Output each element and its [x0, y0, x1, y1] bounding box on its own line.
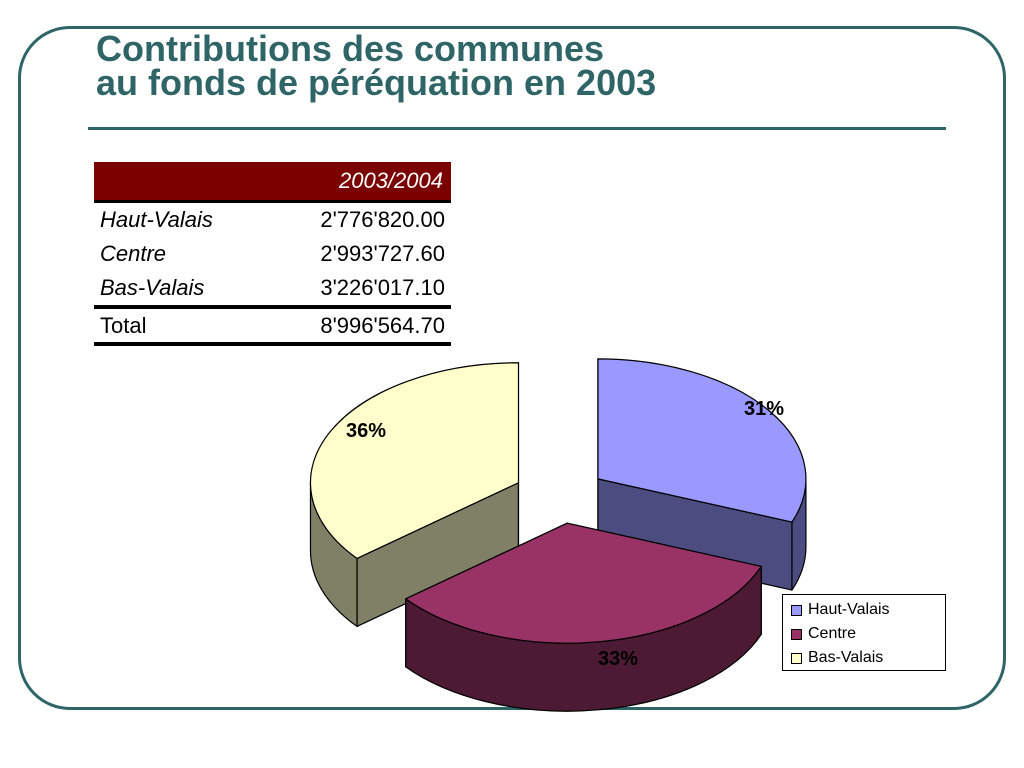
row-label: Bas-Valais — [100, 275, 205, 300]
legend-item: Haut-Valais — [791, 598, 945, 622]
row-label: Haut-Valais — [100, 207, 213, 232]
legend-label: Haut-Valais — [808, 601, 890, 618]
slide-title: Contributions des communes au fonds de p… — [96, 28, 657, 103]
legend-label: Centre — [808, 625, 857, 642]
legend-swatch — [791, 652, 802, 664]
slide-frame — [18, 26, 1006, 710]
total-label: Total — [94, 305, 265, 346]
pie-slice-bas-valais — [309, 362, 520, 560]
table-row: Centre 2'993'727.60 — [94, 237, 451, 271]
pie-label-centre: 33% — [598, 648, 639, 670]
legend-label: Bas-Valais — [808, 649, 884, 666]
row-value: 3'226'017.10 — [320, 275, 445, 300]
pie-label-haut-valais: 31% — [744, 398, 785, 420]
total-value: 8'996'564.70 — [264, 305, 451, 346]
contributions-table: 2003/2004 Haut-Valais 2'776'820.00 Centr… — [94, 162, 451, 346]
pie-label-bas-valais: 36% — [346, 420, 387, 442]
row-value: 2'776'820.00 — [320, 207, 445, 232]
legend-item: Centre — [791, 622, 945, 646]
legend-swatch — [791, 604, 802, 616]
title-underline — [88, 127, 946, 130]
row-value: 2'993'727.60 — [320, 241, 445, 266]
table-row: Haut-Valais 2'776'820.00 — [94, 202, 451, 238]
table-header-year: 2003/2004 — [94, 162, 451, 203]
row-label: Centre — [100, 241, 167, 266]
title-line-1: Contributions des communes — [96, 28, 605, 69]
pie-slice-haut-valais — [597, 358, 807, 523]
table-header-row: 2003/2004 — [94, 162, 451, 203]
pie-slice-centre — [405, 522, 762, 644]
chart-legend: Haut-Valais Centre Bas-Valais — [782, 594, 946, 671]
table-total-row: Total 8'996'564.70 — [94, 305, 451, 346]
legend-swatch — [791, 628, 802, 640]
legend-item: Bas-Valais — [791, 646, 945, 670]
table-row: Bas-Valais 3'226'017.10 — [94, 271, 451, 307]
title-line-2: au fonds de péréquation en 2003 — [96, 62, 657, 103]
